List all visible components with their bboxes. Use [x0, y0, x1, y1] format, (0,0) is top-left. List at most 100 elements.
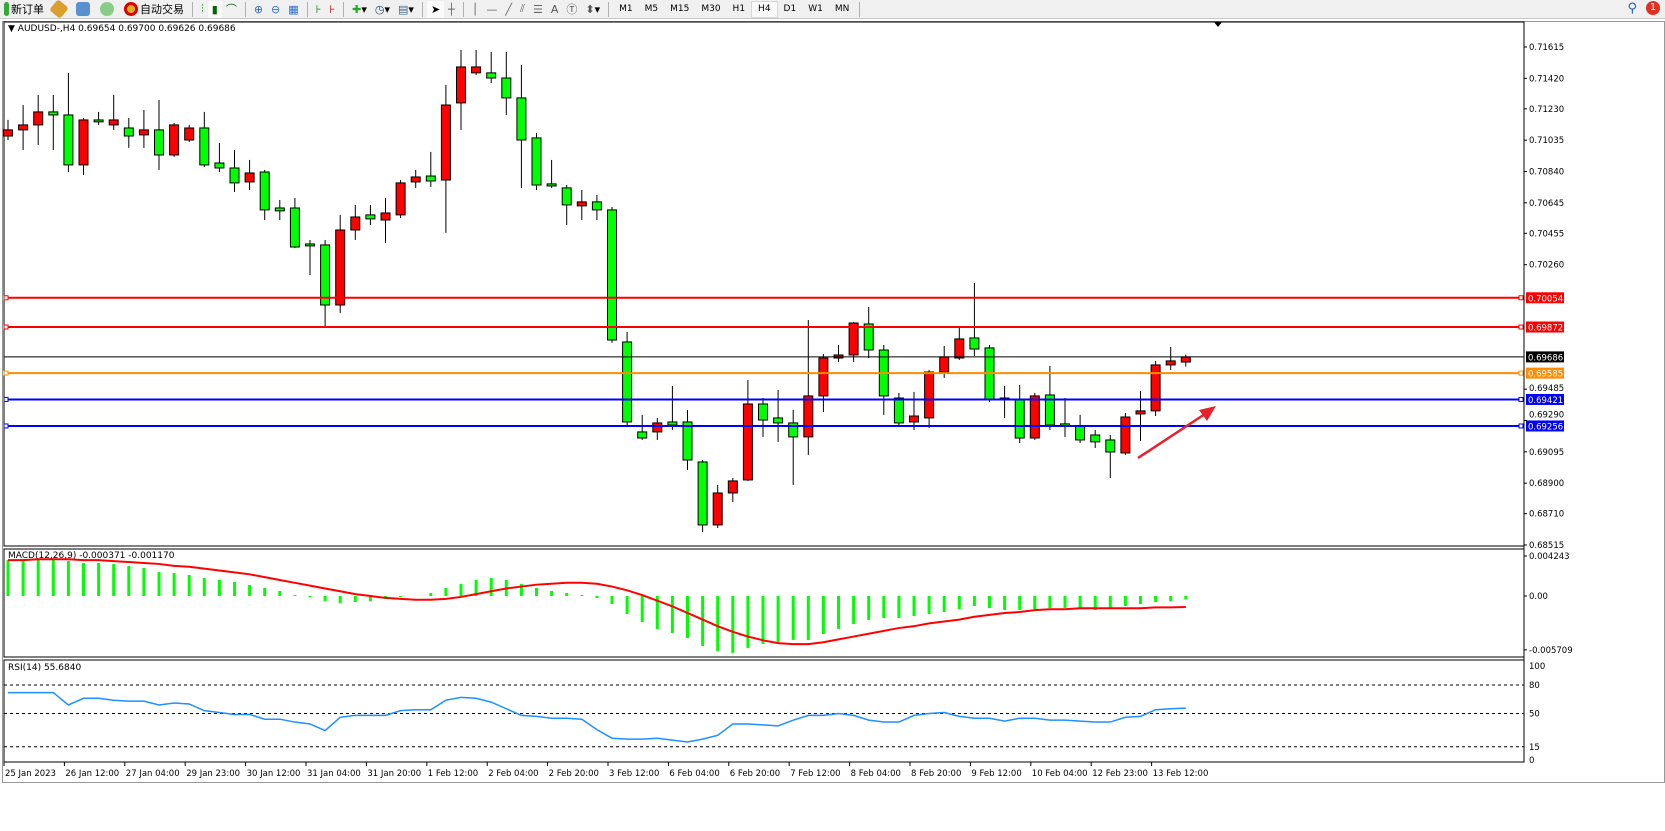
candle	[154, 100, 164, 170]
arrows-button[interactable]: ⬍ ▾	[585, 2, 601, 16]
candle-body	[93, 119, 104, 123]
line-chart-button[interactable]: ⌒	[222, 1, 241, 18]
timeframe-mn[interactable]: MN	[834, 4, 850, 14]
candlestick-button[interactable]: ▮	[207, 0, 222, 18]
candle-body	[622, 341, 633, 423]
candle-body	[78, 119, 89, 166]
periods-button[interactable]: ◷ ▾	[374, 2, 391, 16]
autoscroll-icon: ⊦	[329, 2, 336, 16]
toolbar: 新订单 自动交易 ⫶ ▮ ⌒ ⊕ ⊖ ▦ ⊦ ⊦ ✚ ▾ ◷ ▾ ▤ ▾ ➤ ┼…	[0, 0, 1665, 19]
level-handle[interactable]	[3, 423, 9, 429]
navigator-button[interactable]	[72, 1, 96, 18]
level-price-label: 0.70054	[1528, 294, 1563, 304]
zoom-in-button[interactable]: ⊕	[250, 1, 267, 18]
trend-arrow-line[interactable]	[1137, 410, 1209, 460]
candle-body	[818, 357, 829, 397]
trendline-icon: ╱	[505, 2, 513, 16]
candle-body	[1014, 399, 1025, 439]
level-handle[interactable]	[3, 295, 9, 301]
timeframe-w1[interactable]: W1	[808, 4, 823, 14]
signal-button[interactable]	[96, 1, 120, 18]
candle	[863, 306, 874, 359]
level-handle[interactable]	[1518, 370, 1524, 376]
crosshair-button[interactable]: ┼	[444, 1, 459, 18]
timeframe-m30[interactable]: M30	[701, 4, 721, 14]
chart-shift-marker-icon[interactable]	[1214, 22, 1222, 27]
candle	[637, 414, 648, 440]
symbol-dropdown-icon[interactable]: ▼	[8, 24, 15, 34]
zoom-out-button[interactable]: ⊖	[267, 1, 284, 18]
time-label: 6 Feb 20:00	[730, 769, 780, 779]
auto-trading-icon	[124, 2, 138, 16]
candle	[878, 345, 889, 415]
bar-chart-button[interactable]: ⫶	[197, 1, 208, 18]
candle-body	[3, 129, 13, 137]
candle	[697, 460, 708, 533]
timeframe-m5[interactable]: M5	[644, 4, 659, 14]
timeframe-m15[interactable]: M15	[670, 4, 690, 14]
timeframe-h1[interactable]: H1	[732, 4, 746, 14]
vertical-line-button[interactable]: │	[468, 1, 483, 18]
timeframe-m1[interactable]: M1	[619, 4, 633, 14]
auto-trading-button[interactable]: 自动交易	[120, 1, 188, 18]
timeframe-h4[interactable]: H4	[751, 0, 778, 18]
candle-body	[1135, 410, 1146, 415]
price-tick-label: 0.69290	[1529, 411, 1564, 421]
divider	[343, 1, 345, 17]
candle-body	[561, 187, 572, 206]
time-label: 7 Feb 12:00	[790, 769, 840, 779]
price-tick-label: 0.71615	[1529, 43, 1564, 53]
candle	[380, 198, 391, 243]
candle	[425, 151, 436, 187]
candle	[788, 409, 799, 485]
candle-body	[350, 216, 361, 231]
search-icon[interactable]: ⚲	[1627, 1, 1637, 16]
candle-body	[909, 415, 919, 423]
price-tick-label: 0.70840	[1529, 168, 1564, 178]
candle-body	[18, 124, 29, 131]
level-handle[interactable]	[3, 324, 9, 330]
fibonacci-button[interactable]: ☰	[529, 1, 547, 18]
chart-shift-button[interactable]: ⊦	[312, 1, 326, 18]
candle-body	[758, 403, 768, 421]
trendline-button[interactable]: ╱	[501, 1, 516, 18]
horizontal-line-button[interactable]: —	[482, 1, 501, 18]
level-handle[interactable]	[1518, 396, 1524, 402]
time-label: 9 Feb 12:00	[971, 769, 1021, 779]
cursor-button[interactable]: ➤	[426, 0, 445, 18]
rsi-tick-label: 50	[1529, 710, 1540, 720]
templates-button[interactable]: ▤ ▾	[398, 2, 414, 16]
candle-body	[1105, 439, 1116, 453]
level-handle[interactable]	[3, 370, 9, 376]
level-handle[interactable]	[1518, 324, 1524, 330]
navigator-icon	[76, 2, 90, 16]
level-handle[interactable]	[3, 396, 9, 402]
candle-body	[289, 207, 300, 248]
indicators-button[interactable]: ✚ ▾	[352, 2, 367, 16]
notification-badge[interactable]: 1	[1646, 1, 1660, 15]
autoscroll-button[interactable]: ⊦	[325, 1, 339, 18]
pane-frame	[3, 21, 1525, 547]
new-order-button[interactable]: 新订单	[0, 1, 48, 18]
timeframe-d1[interactable]: D1	[783, 4, 797, 14]
divider	[306, 1, 308, 17]
equidistant-channel-icon: ⫽	[520, 2, 525, 15]
candle	[773, 389, 784, 442]
candle-body	[169, 124, 180, 156]
level-price-label: 0.69421	[1528, 396, 1563, 406]
level-handle[interactable]	[1518, 295, 1524, 301]
candle-body	[501, 77, 512, 99]
candle-body	[244, 172, 255, 183]
divider	[608, 1, 610, 17]
text-label-button[interactable]: Ⓣ	[562, 1, 581, 18]
level-handle[interactable]	[1518, 423, 1524, 429]
candle-body	[969, 337, 980, 350]
text-button[interactable]: A	[547, 1, 563, 18]
candle-body	[591, 201, 602, 211]
candle	[93, 111, 104, 125]
equidistant-channel-button[interactable]: ⫽	[516, 1, 529, 18]
time-label: 26 Jan 12:00	[65, 769, 119, 779]
candle-body	[1150, 364, 1161, 412]
tile-windows-button[interactable]: ▦	[284, 1, 302, 18]
